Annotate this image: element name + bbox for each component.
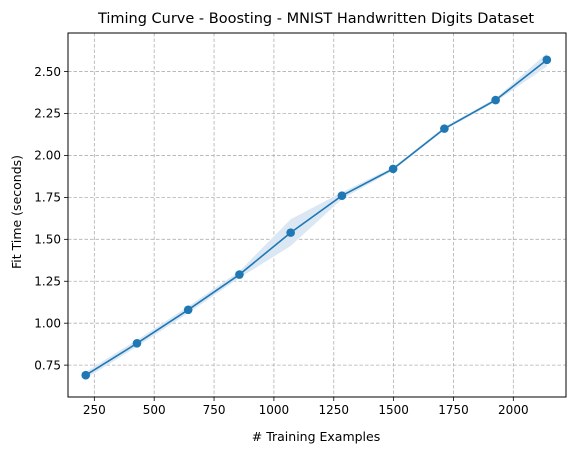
data-point-3 <box>235 270 244 279</box>
x-tick-label-6: 1750 <box>438 403 469 417</box>
y-tick-label-5: 2.00 <box>34 149 61 163</box>
grid-lines <box>68 33 566 397</box>
data-point-0 <box>81 370 91 380</box>
plot-frame <box>67 32 567 398</box>
std-deviation-band <box>85 53 547 379</box>
data-points <box>81 55 552 380</box>
data-point-5 <box>337 191 347 201</box>
x-axis-label: # Training Examples <box>252 429 381 444</box>
y-tick-label-0: 0.75 <box>34 358 61 372</box>
y-tick-label-1: 1.00 <box>34 316 61 330</box>
x-tick-label-4: 1250 <box>318 403 349 417</box>
fit-time-line <box>85 59 548 376</box>
x-tick-label-3: 1000 <box>259 403 290 417</box>
data-point-9 <box>542 55 552 65</box>
y-axis-ticks: 0.75 1.00 1.25 1.50 1.75 2.00 2.25 2.50 <box>34 65 68 372</box>
data-point-8 <box>491 95 500 105</box>
data-point-1 <box>132 339 142 348</box>
x-tick-label-5: 1500 <box>378 403 409 417</box>
data-point-7 <box>440 124 449 133</box>
data-point-6 <box>388 164 398 174</box>
data-point-4 <box>286 228 295 237</box>
y-tick-label-4: 1.75 <box>34 191 61 205</box>
x-tick-label-0: 250 <box>83 403 106 417</box>
x-tick-label-1: 500 <box>143 403 166 417</box>
y-tick-label-2: 1.25 <box>34 274 61 288</box>
y-tick-label-3: 1.50 <box>34 233 61 247</box>
y-tick-label-6: 2.25 <box>34 107 61 121</box>
y-tick-label-7: 2.50 <box>34 65 61 79</box>
x-axis-ticks: 250 500 750 1000 1250 1500 1750 2000 <box>83 397 529 417</box>
y-axis-label: Fit Time (seconds) <box>9 155 24 269</box>
chart-title: Timing Curve - Boosting - MNIST Handwrit… <box>97 11 534 27</box>
x-tick-label-7: 2000 <box>498 403 529 417</box>
data-point-2 <box>183 305 193 315</box>
x-tick-label-2: 750 <box>203 403 226 417</box>
